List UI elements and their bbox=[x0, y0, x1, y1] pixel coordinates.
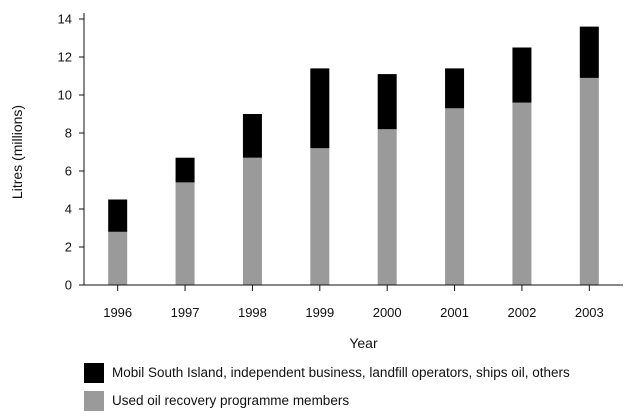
bar-programme-members-1997 bbox=[175, 182, 195, 285]
y-tick-label: 14 bbox=[58, 12, 72, 27]
x-tick-label: 1996 bbox=[103, 305, 132, 320]
bar-others-1996 bbox=[108, 199, 128, 232]
y-axis-title: Litres (millions) bbox=[9, 105, 25, 199]
bar-programme-members-2003 bbox=[579, 77, 599, 286]
legend-label-programme-members: Used oil recovery programme members bbox=[112, 393, 350, 408]
stacked-bar-chart: 0 2 4 6 8 10 12 14 1996 1997 1998 1999 2000 2001 2002… bbox=[9, 12, 623, 351]
y-tick-label: 10 bbox=[58, 88, 72, 103]
legend-label-others: Mobil South Island, independent business… bbox=[112, 365, 570, 380]
bar-programme-members-2002 bbox=[512, 102, 532, 285]
legend-item-others: Mobil South Island, independent business… bbox=[84, 363, 570, 383]
legend-swatch-others bbox=[84, 363, 104, 383]
bar-others-2000 bbox=[377, 74, 397, 130]
bar-programme-members-1996 bbox=[108, 231, 128, 285]
y-tick-label: 2 bbox=[65, 240, 72, 255]
x-tick-label: 1998 bbox=[238, 305, 267, 320]
x-tick-label: 2002 bbox=[507, 305, 536, 320]
bars bbox=[108, 26, 599, 286]
x-axis-title: Year bbox=[349, 335, 378, 351]
y-tick-label: 12 bbox=[58, 50, 72, 65]
x-tick-label: 1999 bbox=[305, 305, 334, 320]
x-tick-label: 2003 bbox=[575, 305, 604, 320]
legend: Mobil South Island, independent business… bbox=[84, 363, 570, 419]
bar-others-2002 bbox=[512, 47, 532, 103]
bar-programme-members-2000 bbox=[377, 129, 397, 285]
legend-swatch-programme-members bbox=[84, 391, 104, 411]
bar-others-2003 bbox=[579, 26, 599, 78]
x-tick-label: 2001 bbox=[440, 305, 469, 320]
bar-programme-members-2001 bbox=[445, 108, 465, 285]
bar-others-1999 bbox=[310, 68, 330, 149]
x-tick-label: 1997 bbox=[171, 305, 200, 320]
y-tick-label: 0 bbox=[65, 278, 72, 293]
y-tick-label: 8 bbox=[65, 126, 72, 141]
bar-others-1997 bbox=[175, 157, 195, 183]
x-tick-label: 2000 bbox=[373, 305, 402, 320]
bar-others-2001 bbox=[445, 68, 465, 109]
y-tick-label: 6 bbox=[65, 164, 72, 179]
bar-programme-members-1999 bbox=[310, 148, 330, 285]
bar-programme-members-1998 bbox=[242, 157, 262, 285]
bar-others-1998 bbox=[242, 114, 262, 158]
y-tick-label: 4 bbox=[65, 202, 72, 217]
legend-item-programme-members: Used oil recovery programme members bbox=[84, 391, 570, 411]
x-axis-labels: 1996 1997 1998 1999 2000 2001 2002 2003 bbox=[103, 285, 604, 320]
y-axis-ticks: 0 2 4 6 8 10 12 14 bbox=[58, 12, 84, 293]
